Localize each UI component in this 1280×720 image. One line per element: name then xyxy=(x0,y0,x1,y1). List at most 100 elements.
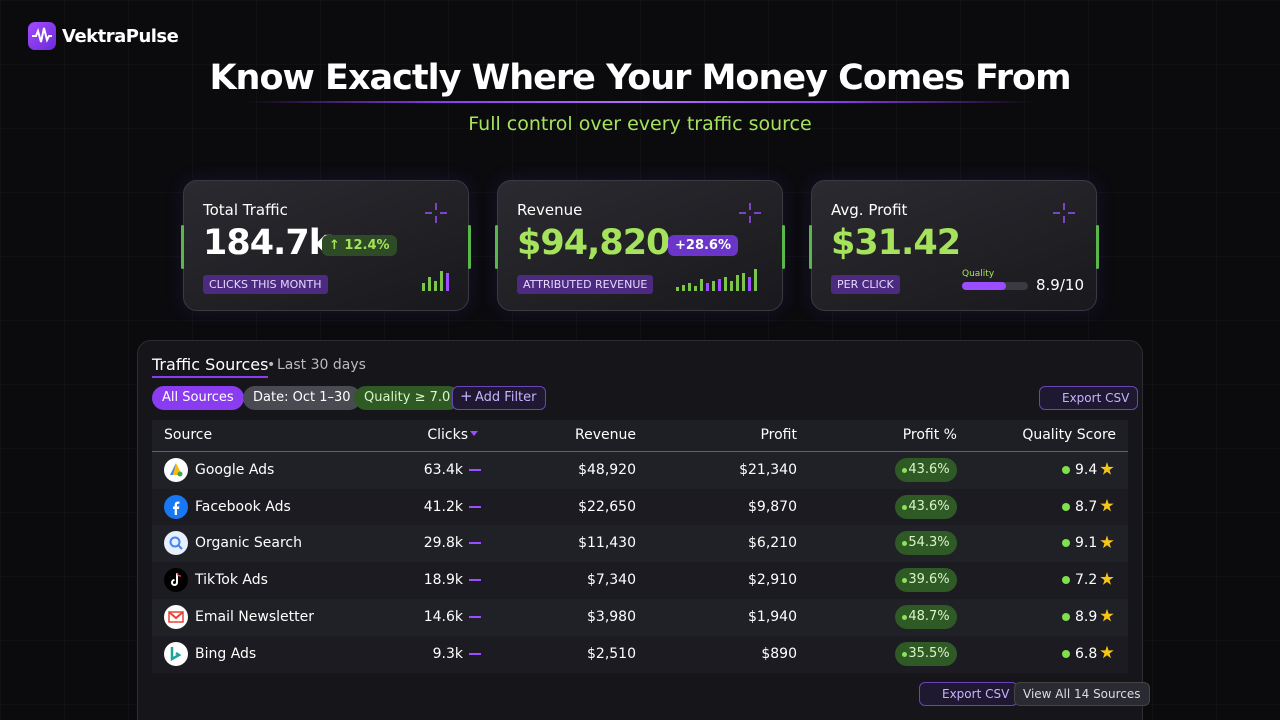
view-all-button[interactable]: View All 14 Sources xyxy=(1014,682,1150,706)
brand: VektraPulse xyxy=(62,26,179,47)
table-row[interactable]: Google Ads 63.4k $48,920 $21,340 43.6% 9.4 xyxy=(152,452,1128,489)
column-header[interactable]: Revenue xyxy=(575,427,636,443)
quality-label: Quality xyxy=(962,269,995,279)
source-name: Google Ads xyxy=(195,462,275,478)
column-header[interactable]: Profit % xyxy=(902,427,957,443)
profit: $9,870 xyxy=(748,498,797,515)
export-button[interactable]: Export CSV xyxy=(919,682,1019,706)
pill-dot xyxy=(902,651,907,657)
card-label: Avg. Profit xyxy=(831,201,908,219)
icon xyxy=(1053,203,1075,223)
revenue: $48,920 xyxy=(578,462,636,478)
profit: $2,910 xyxy=(748,572,797,589)
pill-dot xyxy=(902,614,907,620)
hero-title: Know Exactly Where Your Money Comes From xyxy=(209,58,1071,98)
clicks: 9.3k xyxy=(432,645,463,662)
source-name: Organic Search xyxy=(195,535,303,552)
table-row[interactable]: Email Newsletter 14.6k $3,980 $1,940 48.7% 8.… xyxy=(152,598,1128,636)
trend-dash xyxy=(469,542,481,545)
trend-dash xyxy=(469,652,481,655)
stat-card: Avg. Profit $31.42 PER CLICK Quality 8.9… xyxy=(809,180,1099,311)
profit-pill: 43.6% xyxy=(895,458,957,482)
quality-score: 6.8 xyxy=(1075,645,1098,662)
source-name: Facebook Ads xyxy=(195,498,291,515)
trend-dash xyxy=(469,579,481,582)
sort-icon xyxy=(470,431,478,436)
star-icon xyxy=(1100,462,1114,475)
add-filter[interactable]: Add Filter xyxy=(452,386,546,410)
title-underline xyxy=(248,101,1032,103)
export-button[interactable]: Export CSV xyxy=(1039,386,1139,410)
profit-pill: 35.5% xyxy=(895,641,957,666)
card-label: Total Traffic xyxy=(203,201,288,219)
star-icon xyxy=(1100,608,1114,622)
profit: $6,210 xyxy=(748,535,797,552)
source-icon xyxy=(164,641,188,666)
filter-chip[interactable]: Quality ≥ 7.0 xyxy=(354,386,461,410)
status-dot xyxy=(1062,466,1070,474)
profit-percent: 35.5% xyxy=(908,645,950,661)
table-row[interactable]: Bing Ads 9.3k $2,510 $890 35.5% 6.8 xyxy=(152,635,1128,673)
source-name: Email Newsletter xyxy=(195,608,314,625)
revenue: $22,650 xyxy=(578,498,636,515)
quality-score: 9.4 xyxy=(1075,462,1098,478)
status-dot xyxy=(1062,576,1070,585)
clicks: 18.9k xyxy=(423,572,463,589)
pill-dot xyxy=(902,541,907,547)
quality-track xyxy=(962,282,1028,290)
revenue: $2,510 xyxy=(587,645,636,662)
revenue: $11,430 xyxy=(578,535,636,552)
status-dot xyxy=(1062,612,1070,621)
quality-score: 8.9 xyxy=(1075,608,1098,625)
stat-card: Total Traffic 184.7k ↑ 12.4% CLICKS THIS… xyxy=(181,180,471,311)
profit-pill: 43.6% xyxy=(895,494,957,519)
logo xyxy=(28,22,56,50)
quality-score: 7.2 xyxy=(1075,572,1098,589)
source-icon xyxy=(164,494,188,519)
profit-pill: 48.7% xyxy=(895,604,957,629)
profit: $890 xyxy=(761,645,797,662)
column-header[interactable]: Profit xyxy=(760,427,797,443)
filter-chip[interactable]: All Sources xyxy=(152,386,244,410)
sparkline xyxy=(422,203,449,291)
table-period: Last 30 days xyxy=(277,357,366,373)
column-header[interactable]: Source xyxy=(164,427,213,443)
profit: $1,940 xyxy=(748,608,797,625)
clicks: 63.4k xyxy=(423,462,463,478)
clicks: 14.6k xyxy=(423,608,463,625)
filter-chip[interactable]: Date: Oct 1–30 xyxy=(243,386,361,410)
column-header[interactable]: Quality Score xyxy=(1022,427,1116,443)
card-label: Revenue xyxy=(517,201,583,219)
quality-fill xyxy=(962,282,1006,290)
status-dot xyxy=(1062,649,1070,658)
pill-dot xyxy=(902,504,907,510)
card-change: ↑ 12.4% xyxy=(322,235,397,256)
sparkline xyxy=(676,203,761,291)
trend-dash xyxy=(469,505,481,508)
table-row[interactable]: Facebook Ads 41.2k $22,650 $9,870 43.6% 8.7 xyxy=(152,488,1128,526)
source-name: Bing Ads xyxy=(195,645,257,662)
profit-percent: 43.6% xyxy=(908,498,950,514)
card-value: 184.7k xyxy=(203,223,332,263)
table-header: Source Clicks Revenue Profit Profit % Quality… xyxy=(152,420,1128,452)
clicks: 29.8k xyxy=(423,535,463,552)
source-icon xyxy=(164,568,188,593)
pill-dot xyxy=(902,468,907,473)
profit-pill: 54.3% xyxy=(895,531,957,556)
revenue: $3,980 xyxy=(587,608,636,625)
plus-icon: + xyxy=(460,387,473,405)
card-tag: ATTRIBUTED REVENUE xyxy=(517,275,654,294)
table-row[interactable]: Organic Search 29.8k $11,430 $6,210 54.3% 9.1 xyxy=(152,525,1128,563)
star-icon xyxy=(1100,498,1114,512)
table-row[interactable]: TikTok Ads 18.9k $7,340 $2,910 39.6% 7.2 xyxy=(152,562,1128,600)
profit-percent: 48.7% xyxy=(908,608,950,624)
bullet: • xyxy=(267,357,276,373)
column-header[interactable]: Clicks xyxy=(427,427,468,443)
status-dot xyxy=(1062,502,1070,511)
quality-score: 9.1 xyxy=(1075,535,1098,552)
trend-dash xyxy=(469,469,481,471)
star-icon xyxy=(1100,572,1114,585)
clicks: 41.2k xyxy=(423,498,463,515)
